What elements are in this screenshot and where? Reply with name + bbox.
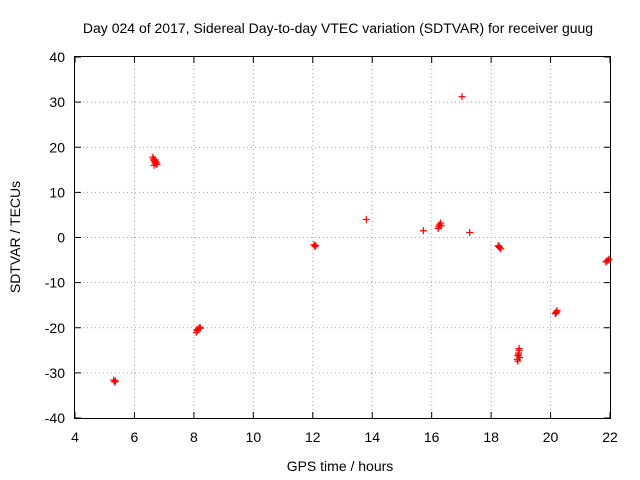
chart-title: Day 024 of 2017, Sidereal Day-to-day VTE… [83, 20, 593, 36]
x-tick-label: 6 [131, 429, 139, 445]
data-points [110, 93, 613, 386]
data-point [514, 357, 522, 365]
data-point [312, 242, 320, 250]
axis-ticks [74, 56, 611, 419]
y-tick-label: 20 [49, 139, 65, 155]
x-tick-label: 12 [305, 429, 321, 445]
data-point [196, 324, 204, 332]
data-point [458, 93, 466, 101]
data-point [111, 378, 119, 386]
x-tick-labels: 4 6 8 10 12 14 16 18 20 22 [71, 429, 618, 445]
data-point [311, 243, 319, 251]
data-point [552, 309, 560, 317]
y-tick-label: -20 [45, 320, 65, 336]
x-tick-label: 16 [424, 429, 440, 445]
y-tick-label: 30 [49, 94, 65, 110]
x-tick-label: 14 [364, 429, 380, 445]
x-tick-label: 18 [483, 429, 499, 445]
data-point [604, 256, 612, 264]
data-point [151, 156, 159, 164]
grid [75, 57, 610, 418]
data-point [419, 227, 427, 235]
y-tick-label: 40 [49, 49, 65, 65]
data-point [150, 161, 158, 169]
data-point [153, 160, 161, 168]
data-point [515, 345, 523, 353]
data-point [495, 243, 503, 251]
y-tick-labels: 40 30 20 10 0 -10 -20 -30 -40 [45, 49, 65, 426]
data-point [111, 377, 119, 385]
y-axis-label: SDTVAR / TECUs [7, 181, 23, 293]
data-point [466, 229, 474, 237]
y-tick-label: 0 [57, 230, 65, 246]
y-tick-label: -30 [45, 365, 65, 381]
y-tick-label: -40 [45, 410, 65, 426]
x-tick-label: 10 [246, 429, 262, 445]
x-axis-label: GPS time / hours [287, 458, 394, 474]
data-point [310, 241, 318, 249]
plot-frame [74, 56, 611, 419]
y-tick-label: -10 [45, 275, 65, 291]
x-tick-label: 4 [71, 429, 79, 445]
x-tick-label: 8 [190, 429, 198, 445]
x-tick-label: 20 [543, 429, 559, 445]
y-tick-label: 10 [49, 184, 65, 200]
data-point [605, 255, 613, 263]
data-point [437, 222, 445, 230]
data-point [193, 326, 201, 334]
data-point [514, 351, 522, 359]
x-tick-label: 22 [602, 429, 618, 445]
data-point [362, 215, 370, 223]
data-point [110, 376, 118, 384]
